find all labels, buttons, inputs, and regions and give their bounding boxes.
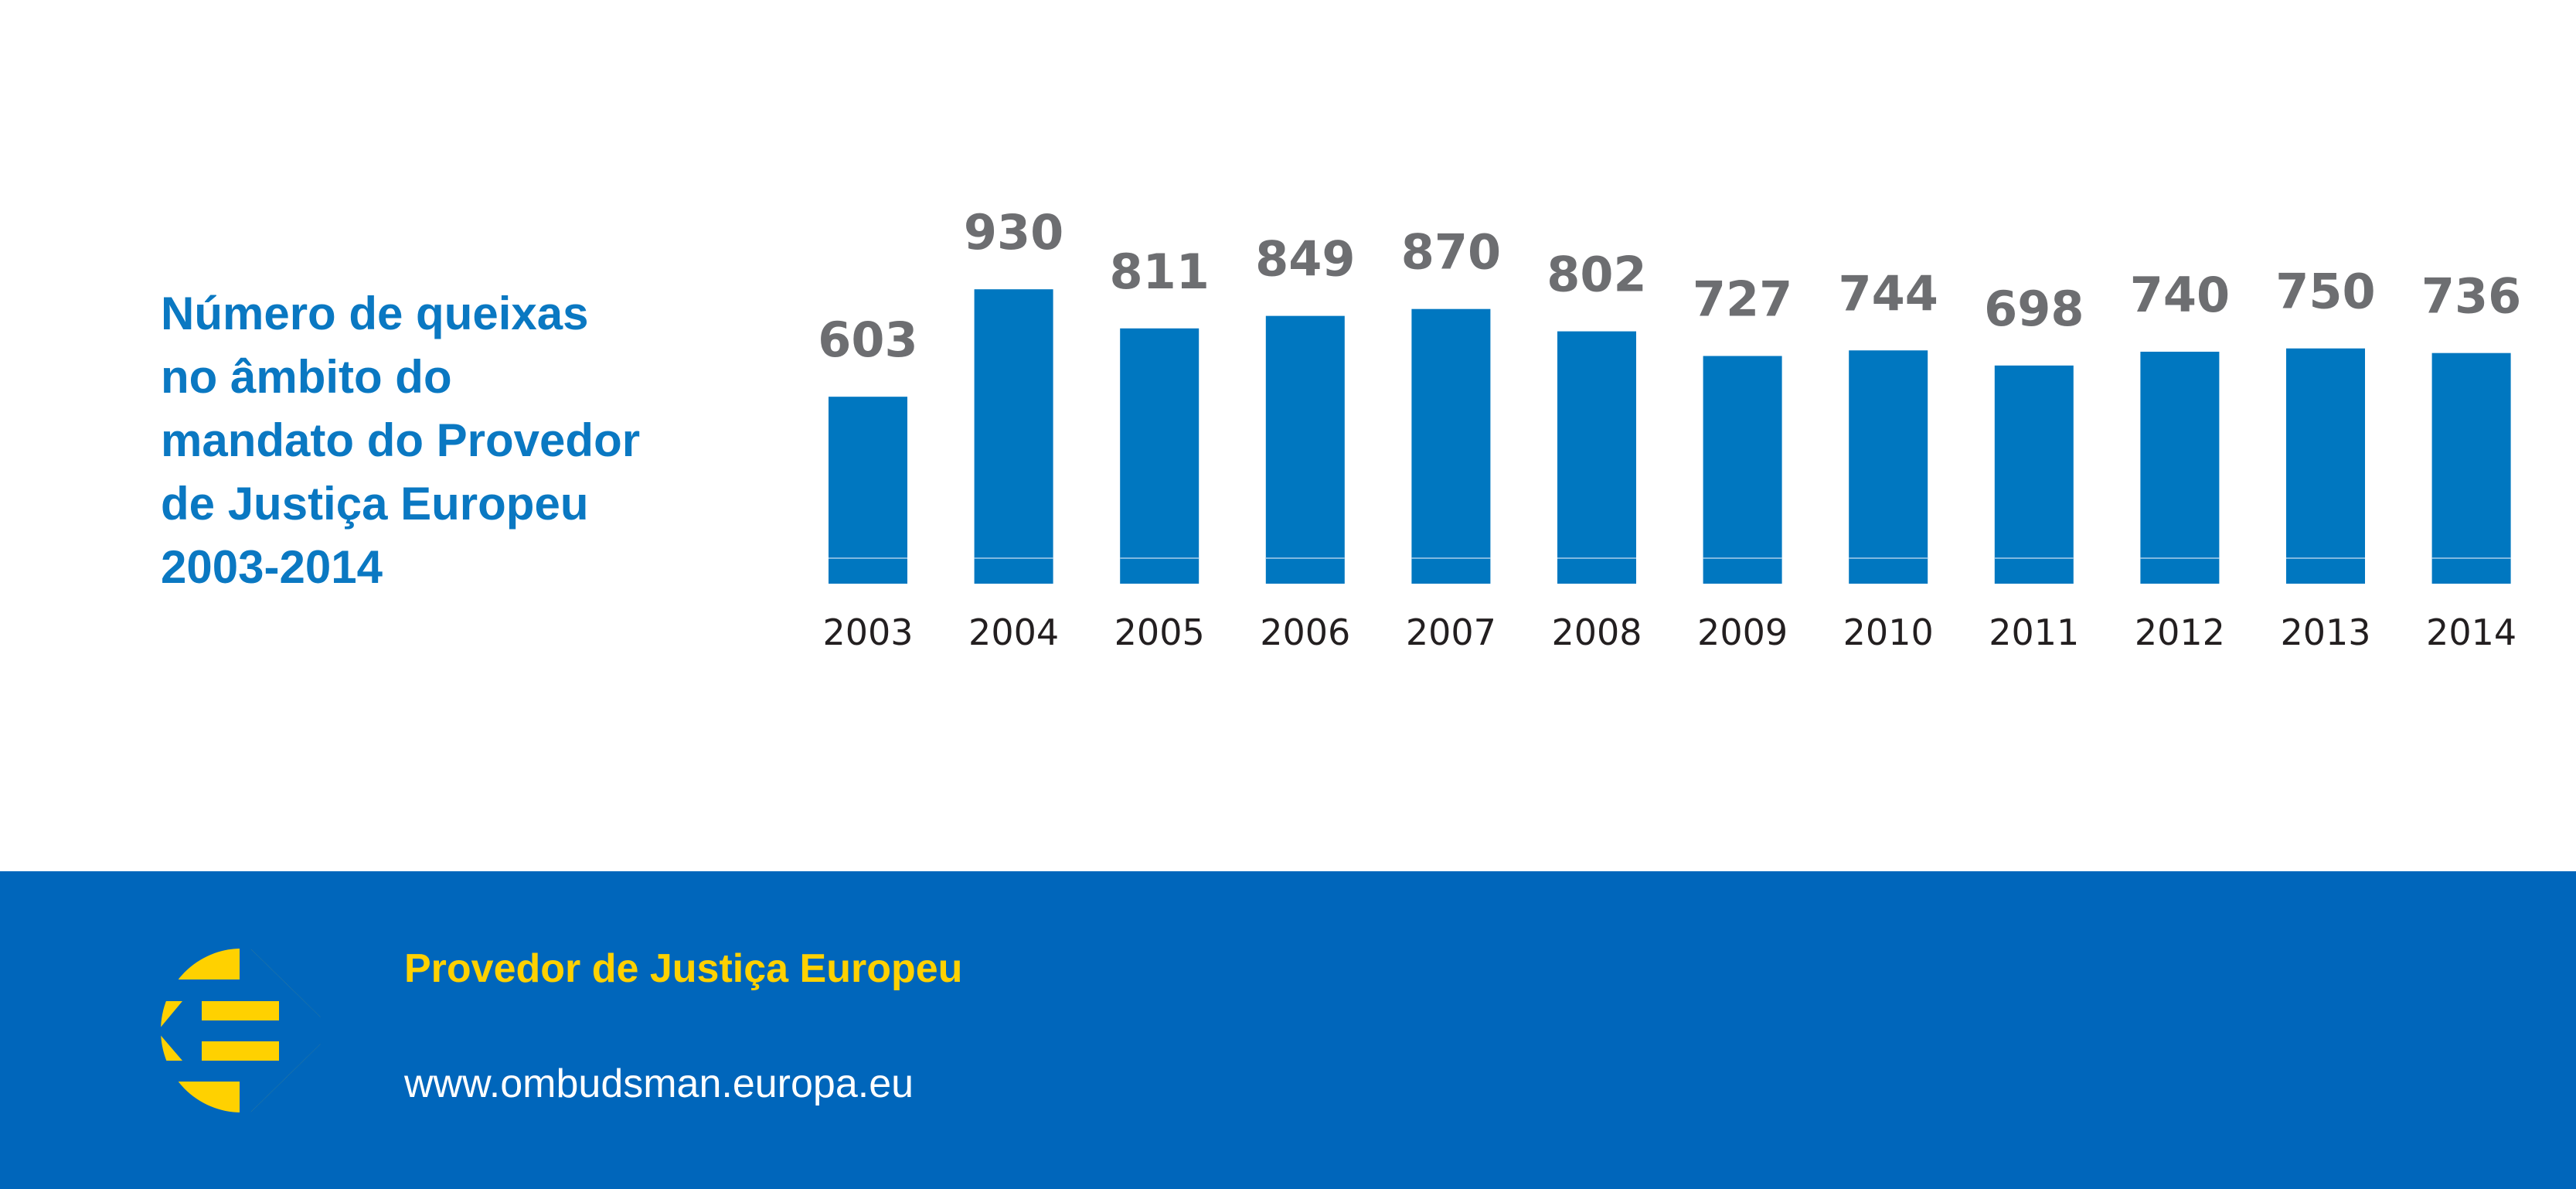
bar-chart: 603 2003 930 2004 811 2005 849 2006 870 2007 802 20…: [818, 204, 2521, 653]
title-line: 2003-2014: [161, 541, 383, 593]
title-line: mandato do Provedor: [161, 414, 641, 466]
bar-2014: [2431, 353, 2511, 584]
value-label: 603: [818, 312, 917, 368]
value-label: 849: [1255, 231, 1355, 288]
bar-2008: [1557, 331, 1636, 584]
value-label: 736: [2421, 268, 2521, 325]
value-label: 750: [2275, 264, 2375, 320]
bar-2009: [1703, 356, 1782, 584]
value-label: 744: [1838, 265, 1938, 322]
value-label: 870: [1401, 224, 1501, 281]
bar-2010: [1849, 350, 1928, 584]
bar-2004: [974, 289, 1053, 584]
x-tick-label: 2004: [968, 612, 1059, 653]
title-line: de Justiça Europeu: [161, 478, 589, 530]
x-tick-label: 2013: [2280, 612, 2370, 653]
bar-2006: [1265, 315, 1345, 584]
organization-name: Provedor de Justiça Europeu: [404, 946, 963, 991]
value-label: 698: [1984, 281, 2084, 337]
value-label: 930: [964, 204, 1063, 261]
website-link[interactable]: www.ombudsman.europa.eu: [404, 1061, 914, 1106]
value-label: 740: [2130, 267, 2230, 323]
x-tick-label: 2003: [822, 612, 913, 653]
x-tick-label: 2009: [1697, 612, 1788, 653]
x-tick-label: 2008: [1551, 612, 1642, 653]
title-line: Número de queixas: [161, 288, 589, 339]
bar-2003: [829, 397, 907, 584]
x-tick-label: 2011: [1989, 612, 2079, 653]
value-label: 802: [1547, 247, 1646, 303]
chart-title: Número de queixas no âmbito do mandato d…: [161, 282, 748, 599]
title-line: no âmbito do: [161, 351, 452, 403]
ombudsman-logo-icon: [161, 949, 323, 1112]
x-tick-label: 2012: [2135, 612, 2225, 653]
value-label: 727: [1693, 271, 1792, 327]
x-tick-label: 2007: [1406, 612, 1496, 653]
footer: Provedor de Justiça Europeu www.ombudsma…: [0, 871, 2576, 1189]
x-tick-label: 2005: [1114, 612, 1205, 653]
bar-2013: [2286, 348, 2365, 584]
x-tick-label: 2006: [1260, 612, 1350, 653]
x-tick-label: 2014: [2426, 612, 2516, 653]
bar-2011: [1994, 365, 2074, 584]
bar-2007: [1411, 308, 1491, 584]
bar-2012: [2140, 351, 2220, 584]
value-label: 811: [1109, 244, 1209, 300]
bar-2005: [1120, 328, 1200, 584]
x-tick-label: 2010: [1843, 612, 1934, 653]
